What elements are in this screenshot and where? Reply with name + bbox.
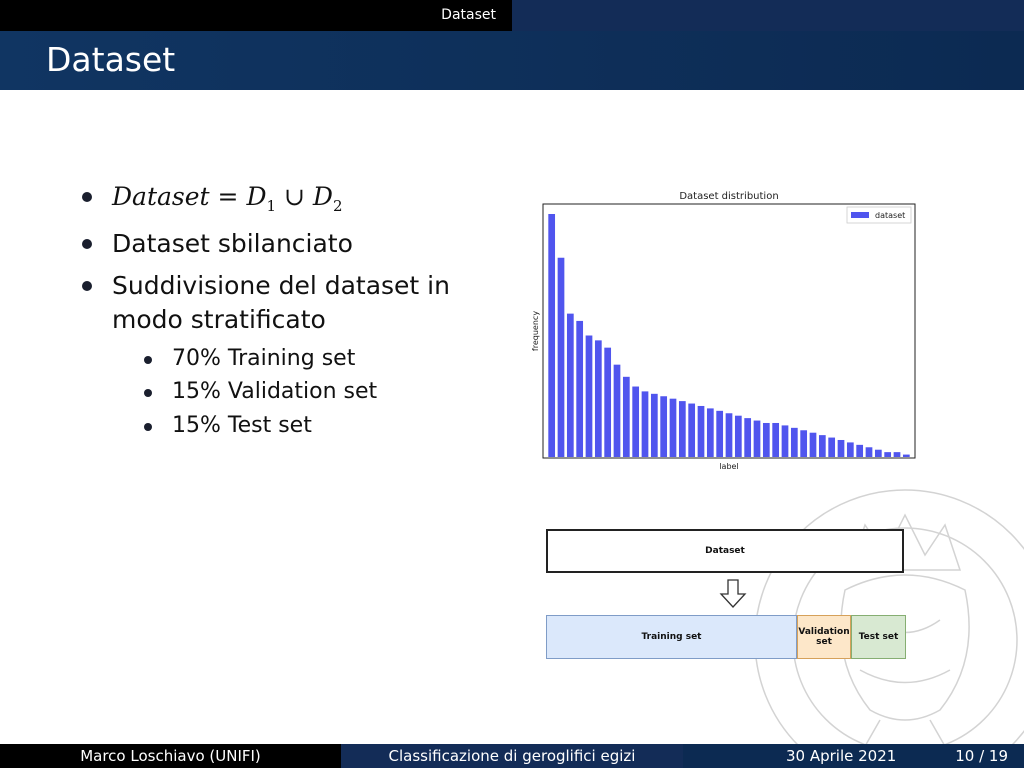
bullet-imbalanced: Dataset sbilanciato (82, 227, 502, 261)
chart-bar (725, 413, 733, 457)
chart-bar (706, 408, 714, 457)
diagram-test-set: Test set (851, 615, 906, 659)
sub-bullet-dot (144, 423, 152, 431)
chart-bar (772, 422, 780, 457)
chart-bar (865, 447, 873, 457)
chart-bar (566, 313, 574, 457)
sub-bullet-training: 70% Training set (144, 344, 474, 374)
chart-bar (716, 410, 724, 457)
legend-box (846, 206, 912, 224)
sub-bullet-validation: 15% Validation set (144, 377, 474, 407)
chart-bar (884, 452, 892, 457)
chart-bar (874, 449, 882, 457)
bullet-dataset-union: Dataset = D1 ∪ D2 (82, 180, 502, 215)
formula-equals: = (217, 182, 239, 211)
x-axis-label: label (719, 462, 738, 471)
footer-author: Marco Loschiavo (UNIFI) (0, 744, 341, 768)
formula-d1-subscript: 1 (266, 197, 277, 215)
formula-dataset: Dataset (112, 182, 210, 211)
chart-bar (585, 335, 593, 457)
chart-bar (688, 403, 696, 457)
slide-footer: Marco Loschiavo (UNIFI) Classificazione … (0, 744, 1024, 768)
footer-talk-title: Classificazione di geroglifici egizi (341, 744, 683, 768)
chart-bar (828, 437, 836, 457)
chart-bars (548, 214, 910, 457)
chart-legend: dataset (846, 206, 912, 224)
chart-bar (762, 422, 770, 457)
bullet-dot (82, 192, 92, 202)
chart-bar (604, 347, 612, 457)
chart-bar (753, 420, 761, 457)
chart-bar (613, 364, 621, 457)
chart-bar (734, 415, 742, 457)
footer-page-number: 10 / 19 (955, 747, 1008, 765)
bullet-text-line2: modo stratificato (112, 305, 326, 334)
chart-bar (846, 442, 854, 457)
chart-bar (744, 418, 752, 457)
bullet-stratified-split: Suddivisione del dataset in modo stratif… (82, 269, 502, 337)
dataset-union-formula: Dataset = D1 ∪ D2 (112, 180, 342, 223)
sub-bullet-test: 15% Test set (144, 411, 474, 441)
chart-bar (790, 427, 798, 457)
chart-bar (837, 439, 845, 457)
chart-bar (678, 401, 686, 457)
chart-bar (548, 214, 556, 457)
navigation-bar: Dataset (0, 0, 1024, 31)
formula-d2: D (312, 182, 333, 211)
bullet-dot (82, 281, 92, 291)
chart-bar (650, 393, 658, 457)
slide-title: Dataset (46, 40, 176, 79)
footer-date: 30 Aprile 2021 (786, 747, 897, 765)
chart-bar (557, 257, 565, 457)
chart-bar (641, 391, 649, 457)
diagram-training-set: Training set (546, 615, 797, 659)
sub-bullet-text: 15% Test set (172, 413, 312, 438)
formula-union: ∪ (283, 182, 305, 211)
chart-bar (800, 430, 808, 457)
chart-bar (781, 425, 789, 457)
chart-bar (576, 320, 584, 457)
formula-d2-subscript: 2 (332, 197, 343, 215)
chart-bar (856, 444, 864, 457)
chart-bar (632, 386, 640, 457)
legend-label: dataset (875, 211, 905, 220)
diagram-dataset-box: Dataset (546, 529, 904, 573)
chart-bar (697, 405, 705, 457)
legend-swatch (851, 212, 869, 218)
chart-bar (622, 376, 630, 457)
slide-title-bar: Dataset (0, 31, 1024, 90)
y-axis-label: frequency (531, 311, 540, 351)
chart-bar (893, 452, 901, 457)
nav-section-dataset[interactable]: Dataset (441, 7, 496, 23)
sub-bullet-text: 15% Validation set (172, 379, 378, 404)
chart-bar (660, 396, 668, 457)
down-arrow-icon (719, 579, 747, 608)
dataset-distribution-chart: Dataset distribution dataset label frequ… (531, 191, 916, 471)
chart-title: Dataset distribution (679, 191, 778, 202)
sub-bullet-dot (144, 356, 152, 364)
chart-bar (809, 432, 817, 457)
bullet-text: Dataset sbilanciato (112, 229, 353, 258)
chart-bar (594, 340, 602, 457)
chart-bar (818, 435, 826, 457)
formula-d1: D (246, 182, 267, 211)
diagram-validation-set: Validation set (797, 615, 851, 659)
sub-bullet-text: 70% Training set (172, 346, 356, 371)
navigation-left-segment (0, 0, 512, 31)
chart-bar (902, 454, 910, 457)
footer-date-page: 30 Aprile 2021 10 / 19 (683, 744, 1024, 768)
chart-bar (669, 398, 677, 457)
bullet-dot (82, 239, 92, 249)
bullet-text-line1: Suddivisione del dataset in (112, 271, 450, 300)
sub-bullet-dot (144, 389, 152, 397)
